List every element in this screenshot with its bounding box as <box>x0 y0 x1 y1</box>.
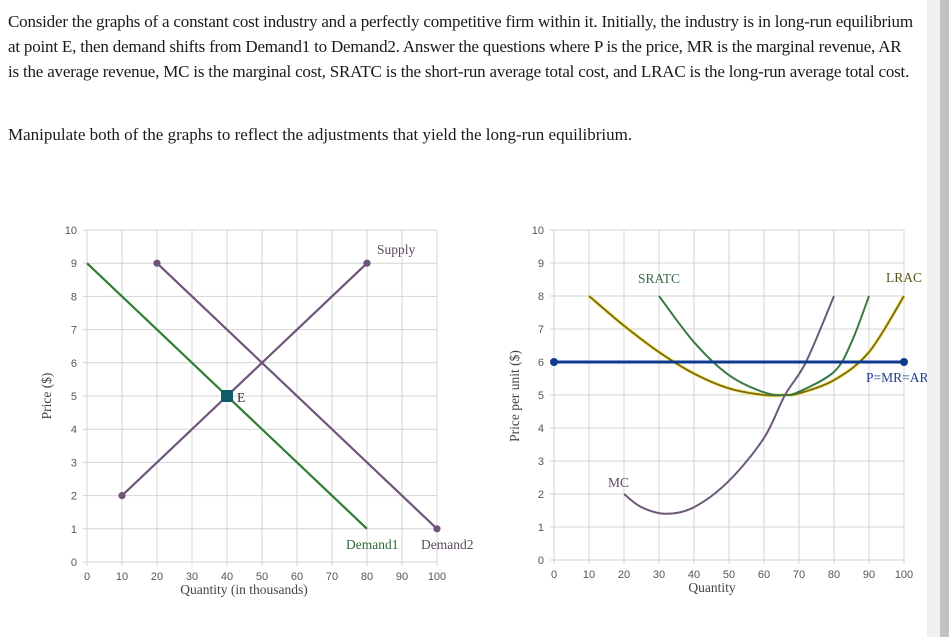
y-tick-label: 7 <box>538 324 544 336</box>
sratc-label: SRATC <box>638 271 680 286</box>
mc-label: MC <box>608 475 629 490</box>
y-tick-label: 1 <box>538 522 544 534</box>
y-tick-label: 9 <box>71 258 77 270</box>
y-tick-label: 4 <box>71 424 77 436</box>
y-tick-label: 2 <box>538 489 544 501</box>
x-tick-label: 60 <box>291 571 303 583</box>
grid <box>550 229 905 564</box>
y-tick-label: 3 <box>538 456 544 468</box>
page-content: Consider the graphs of a constant cost i… <box>0 0 929 637</box>
x-tick-label: 100 <box>428 571 446 583</box>
y-tick-label: 5 <box>71 391 77 403</box>
demand1-label: Demand1 <box>346 537 398 552</box>
y-tick-label: 1 <box>71 524 77 536</box>
y-tick-label: 6 <box>538 357 544 369</box>
x-tick-label: 10 <box>583 569 595 581</box>
x-tick-label: 60 <box>758 569 770 581</box>
y-tick-label: 7 <box>71 325 77 337</box>
equilibrium-label: E <box>237 390 245 405</box>
y-axis-title: Price per unit ($) <box>507 350 522 442</box>
x-tick-label: 20 <box>151 571 163 583</box>
instruction-text: Manipulate both of the graphs to reflect… <box>8 125 633 144</box>
y-tick-label: 3 <box>71 457 77 469</box>
lrac-curve[interactable] <box>588 295 905 397</box>
supply-handle-upper[interactable] <box>363 259 371 267</box>
x-axis-title: Quantity <box>688 580 735 595</box>
y-tick-label: 0 <box>71 557 77 569</box>
x-tick-label: 40 <box>688 569 700 581</box>
supply-curve[interactable] <box>121 262 368 497</box>
y-tick-label: 10 <box>532 225 544 237</box>
equilibrium-point-marker[interactable] <box>221 390 233 402</box>
demand2-curve[interactable] <box>156 262 438 530</box>
y-axis-title: Price ($) <box>39 373 54 420</box>
x-tick-label: 80 <box>361 571 373 583</box>
question-paragraph: Consider the graphs of a constant cost i… <box>8 12 913 81</box>
x-tick-label: 50 <box>256 571 268 583</box>
x-tick-label: 10 <box>116 571 128 583</box>
x-tick-label: 90 <box>396 571 408 583</box>
y-tick-label: 10 <box>65 225 77 237</box>
price-line-handle-right[interactable] <box>900 358 908 366</box>
price-line-label: P=MR=AR <box>866 370 929 385</box>
y-tick-label: 8 <box>71 291 77 303</box>
y-tick-label: 8 <box>538 291 544 303</box>
x-tick-label: 70 <box>793 569 805 581</box>
y-tick-label: 4 <box>538 423 544 435</box>
x-tick-label: 20 <box>618 569 630 581</box>
mc-curve[interactable] <box>623 295 835 515</box>
x-tick-label: 90 <box>863 569 875 581</box>
x-tick-label: 80 <box>828 569 840 581</box>
x-tick-label: 0 <box>84 571 90 583</box>
x-axis-title: Quantity (in thousands) <box>180 582 308 597</box>
x-tick-label: 50 <box>723 569 735 581</box>
y-tick-label: 9 <box>538 258 544 270</box>
question-text: Consider the graphs of a constant cost i… <box>8 9 913 84</box>
x-tick-label: 100 <box>895 569 913 581</box>
lrac-label: LRAC <box>886 270 922 285</box>
x-tick-label: 70 <box>326 571 338 583</box>
price-line-handle-left[interactable] <box>550 358 558 366</box>
x-tick-label: 0 <box>551 569 557 581</box>
x-tick-label: 40 <box>221 571 233 583</box>
lrac-curve-highlight <box>587 294 906 398</box>
demand2-label: Demand2 <box>421 537 473 552</box>
y-tick-label: 5 <box>538 390 544 402</box>
x-tick-label: 30 <box>186 571 198 583</box>
demand2-handle-lower[interactable] <box>433 525 441 533</box>
axis-ticks: 0 10 20 30 40 50 60 70 80 90 100 0 1 2 3 4 5 6 7 8 9 10 <box>532 225 913 581</box>
industry-graph[interactable]: 0 10 20 30 40 50 60 70 80 90 100 0 1 2 3 4 5 6 7 8 9 10 Price… <box>0 0 500 637</box>
demand2-handle-upper[interactable] <box>153 259 161 267</box>
supply-label: Supply <box>377 242 416 257</box>
supply-handle-lower[interactable] <box>118 492 126 500</box>
y-tick-label: 6 <box>71 358 77 370</box>
x-tick-label: 30 <box>653 569 665 581</box>
y-tick-label: 0 <box>538 555 544 567</box>
y-tick-label: 2 <box>71 491 77 503</box>
axis-ticks: 0 10 20 30 40 50 60 70 80 90 100 0 1 2 3 4 5 6 7 8 9 10 <box>65 225 446 583</box>
scrollbar-thumb[interactable] <box>940 0 949 637</box>
